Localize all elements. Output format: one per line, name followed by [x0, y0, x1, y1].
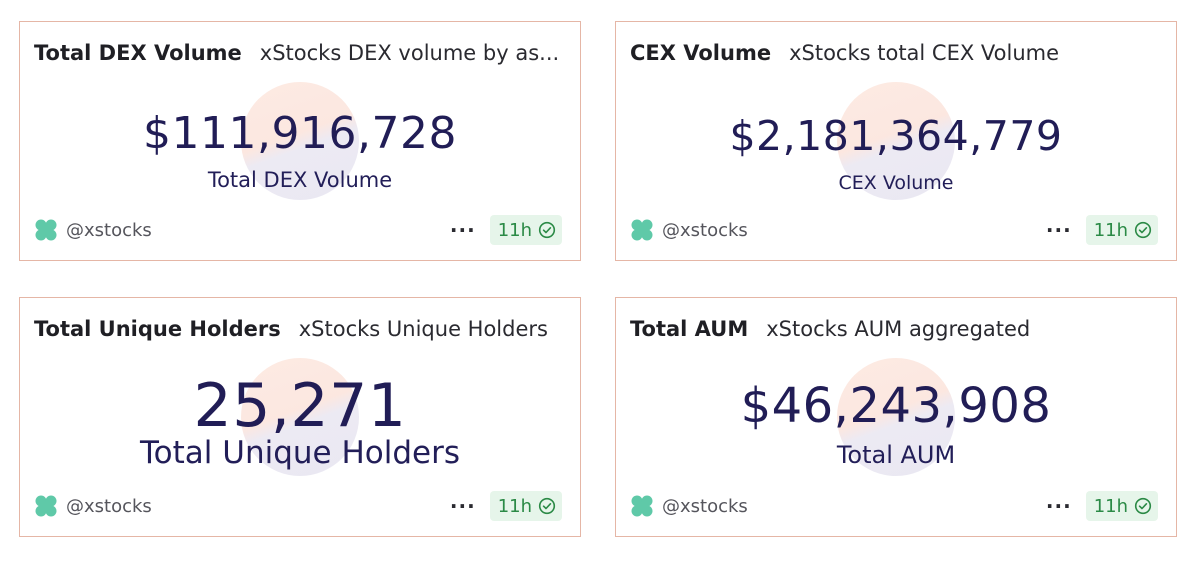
- card-footer: @xstocks ··· 11h: [630, 215, 1158, 245]
- watermark-logo: [837, 82, 955, 200]
- author-link[interactable]: @xstocks: [630, 494, 1046, 518]
- card-footer: @xstocks ··· 11h: [34, 215, 562, 245]
- author-link[interactable]: @xstocks: [630, 218, 1046, 242]
- badge-age: 11h: [497, 495, 532, 517]
- freshness-badge[interactable]: 11h: [489, 491, 562, 521]
- card-header: Total DEX Volume xStocks DEX volume by a…: [34, 41, 566, 65]
- author-link[interactable]: @xstocks: [34, 494, 450, 518]
- counter-value: 25,271: [193, 371, 407, 441]
- watermark-logo: [241, 358, 359, 476]
- card-header: Total AUM xStocks AUM aggregated: [630, 317, 1162, 341]
- card-title[interactable]: Total DEX Volume: [34, 41, 242, 65]
- card-title[interactable]: CEX Volume: [630, 41, 772, 65]
- xstocks-logo-icon: [35, 219, 57, 241]
- more-horizontal-icon[interactable]: ···: [1045, 218, 1072, 242]
- card-footer: @xstocks ··· 11h: [34, 491, 562, 521]
- freshness-badge[interactable]: 11h: [489, 215, 562, 245]
- xstocks-logo-icon: [631, 495, 653, 517]
- counter-value: $46,243,908: [740, 378, 1052, 434]
- freshness-badge[interactable]: 11h: [1085, 215, 1158, 245]
- counter-card-total-unique-holders[interactable]: Total Unique Holders xStocks Unique Hold…: [19, 297, 581, 537]
- card-subtitle: xStocks Unique Holders: [298, 317, 548, 341]
- check-circle-icon: [1134, 497, 1152, 515]
- xstocks-logo-icon: [35, 495, 57, 517]
- badge-age: 11h: [497, 219, 532, 241]
- badge-age: 11h: [1093, 495, 1128, 517]
- card-header: CEX Volume xStocks total CEX Volume: [630, 41, 1162, 65]
- counter-value: $2,181,364,779: [729, 112, 1063, 160]
- counter-caption: Total DEX Volume: [207, 168, 393, 192]
- watermark-logo: [241, 82, 359, 200]
- card-subtitle: xStocks total CEX Volume: [789, 41, 1060, 65]
- check-circle-icon: [1134, 221, 1152, 239]
- check-circle-icon: [538, 497, 556, 515]
- counter-caption: CEX Volume: [838, 172, 954, 194]
- author-handle: @xstocks: [662, 219, 748, 241]
- card-title[interactable]: Total Unique Holders: [34, 317, 281, 341]
- author-handle: @xstocks: [66, 495, 152, 517]
- counter-card-cex-volume[interactable]: CEX Volume xStocks total CEX Volume $2,1…: [615, 21, 1177, 261]
- watermark-logo: [837, 358, 955, 476]
- counter-caption: Total Unique Holders: [140, 435, 460, 471]
- more-horizontal-icon[interactable]: ···: [1045, 494, 1072, 518]
- author-handle: @xstocks: [66, 219, 152, 241]
- card-footer: @xstocks ··· 11h: [630, 491, 1158, 521]
- check-circle-icon: [538, 221, 556, 239]
- xstocks-logo-icon: [631, 219, 653, 241]
- author-link[interactable]: @xstocks: [34, 218, 450, 242]
- card-subtitle: xStocks DEX volume by as...: [259, 41, 560, 65]
- badge-age: 11h: [1093, 219, 1128, 241]
- card-subtitle: xStocks AUM aggregated: [766, 317, 1031, 341]
- counter-card-total-dex-volume[interactable]: Total DEX Volume xStocks DEX volume by a…: [19, 21, 581, 261]
- counter-value: $111,916,728: [143, 108, 457, 159]
- card-header: Total Unique Holders xStocks Unique Hold…: [34, 317, 566, 341]
- more-horizontal-icon[interactable]: ···: [449, 494, 476, 518]
- more-horizontal-icon[interactable]: ···: [449, 218, 476, 242]
- counter-caption: Total AUM: [836, 441, 956, 469]
- card-title[interactable]: Total AUM: [630, 317, 749, 341]
- author-handle: @xstocks: [662, 495, 748, 517]
- freshness-badge[interactable]: 11h: [1085, 491, 1158, 521]
- counter-card-total-aum[interactable]: Total AUM xStocks AUM aggregated $46,243…: [615, 297, 1177, 537]
